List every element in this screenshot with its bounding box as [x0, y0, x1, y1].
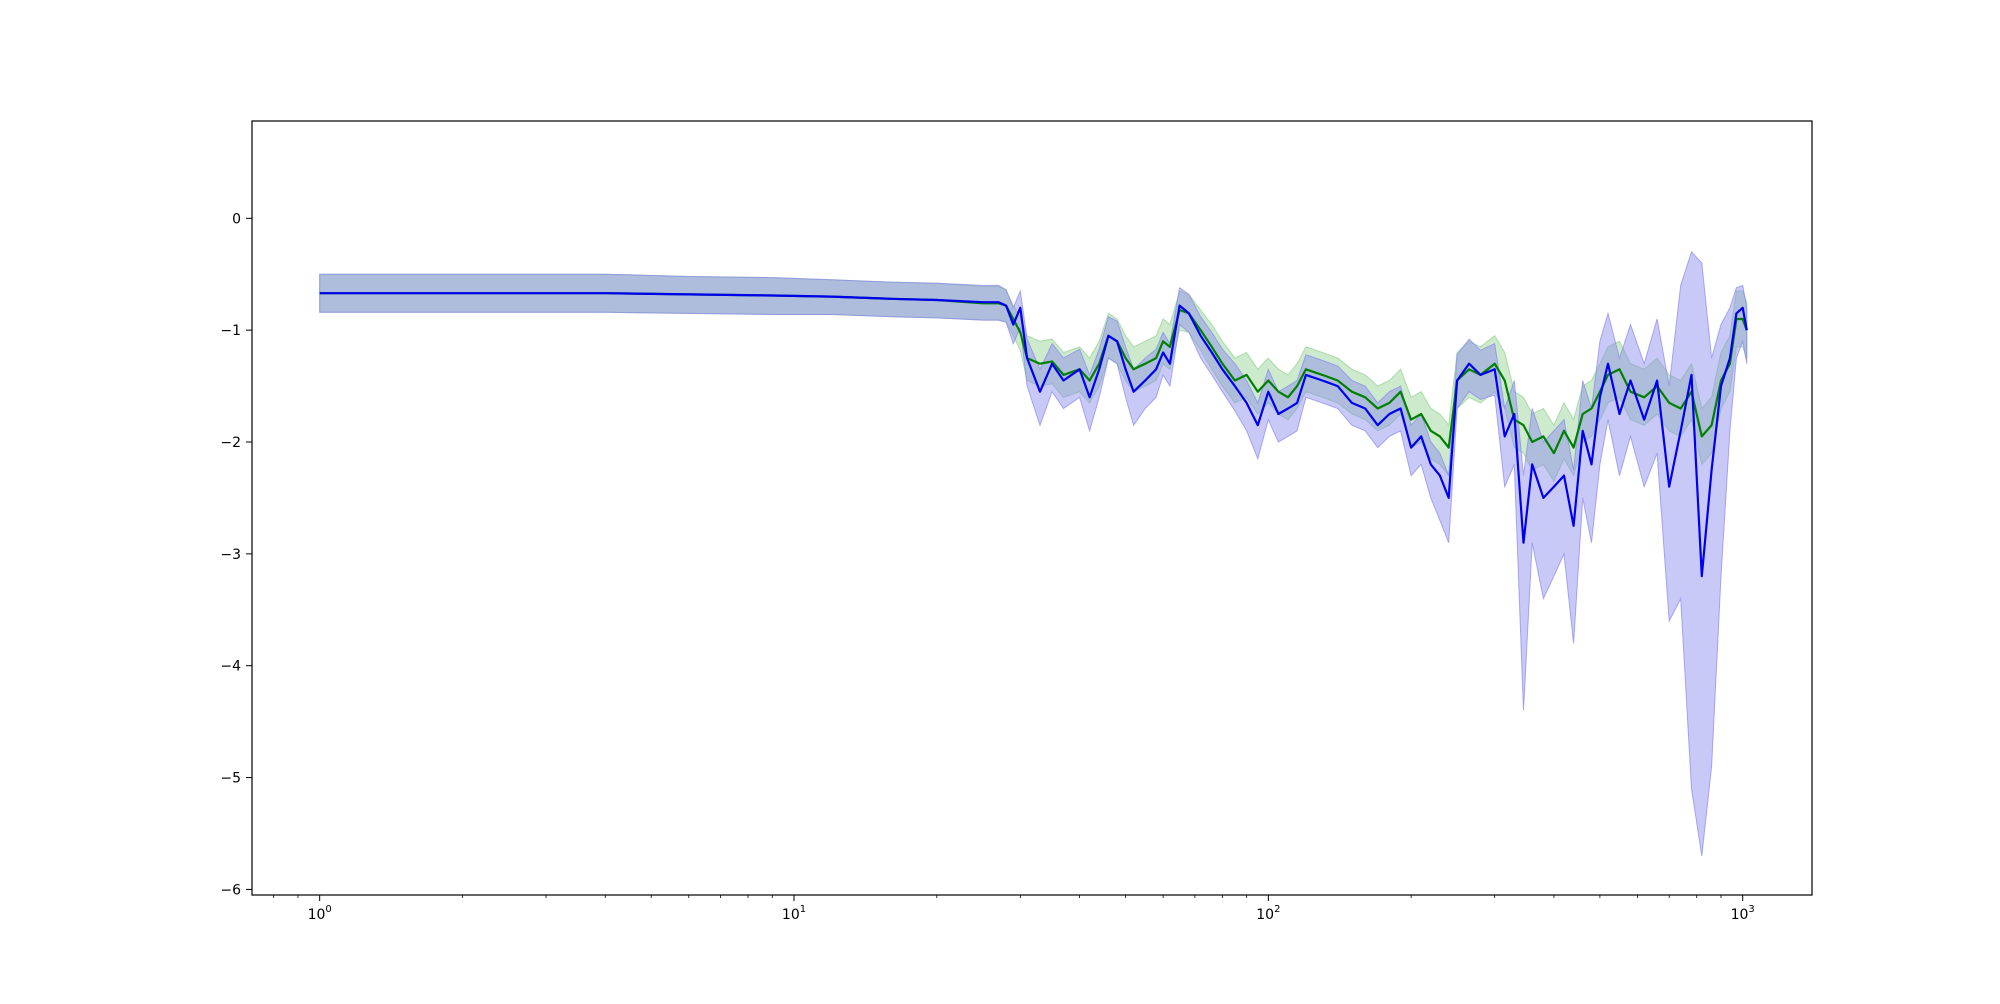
x-axis: 100 101 102 103 — [273, 895, 1755, 923]
x-tick-label-1: 101 — [782, 904, 806, 923]
series-lines — [319, 292, 1748, 578]
y-tick-label-6: −6 — [220, 882, 241, 898]
x-tick-label-0: 100 — [308, 904, 332, 923]
plot-frame — [251, 120, 1813, 896]
y-axis: 0 −1 −2 −3 −4 −5 −6 — [220, 211, 252, 898]
series-1-line — [319, 292, 1748, 455]
y-tick-label-1: −1 — [220, 323, 241, 339]
x-tick-label-3: 103 — [1731, 904, 1755, 923]
x-tick-label-2: 102 — [1256, 904, 1280, 923]
y-tick-label-3: −3 — [220, 547, 241, 563]
y-tick-label-0: 0 — [232, 211, 241, 227]
y-tick-label-4: −4 — [220, 659, 241, 675]
confidence-bands — [319, 250, 1748, 856]
series-2-line — [319, 292, 1748, 578]
y-tick-label-5: −5 — [220, 771, 241, 787]
y-tick-label-2: −2 — [220, 435, 241, 451]
